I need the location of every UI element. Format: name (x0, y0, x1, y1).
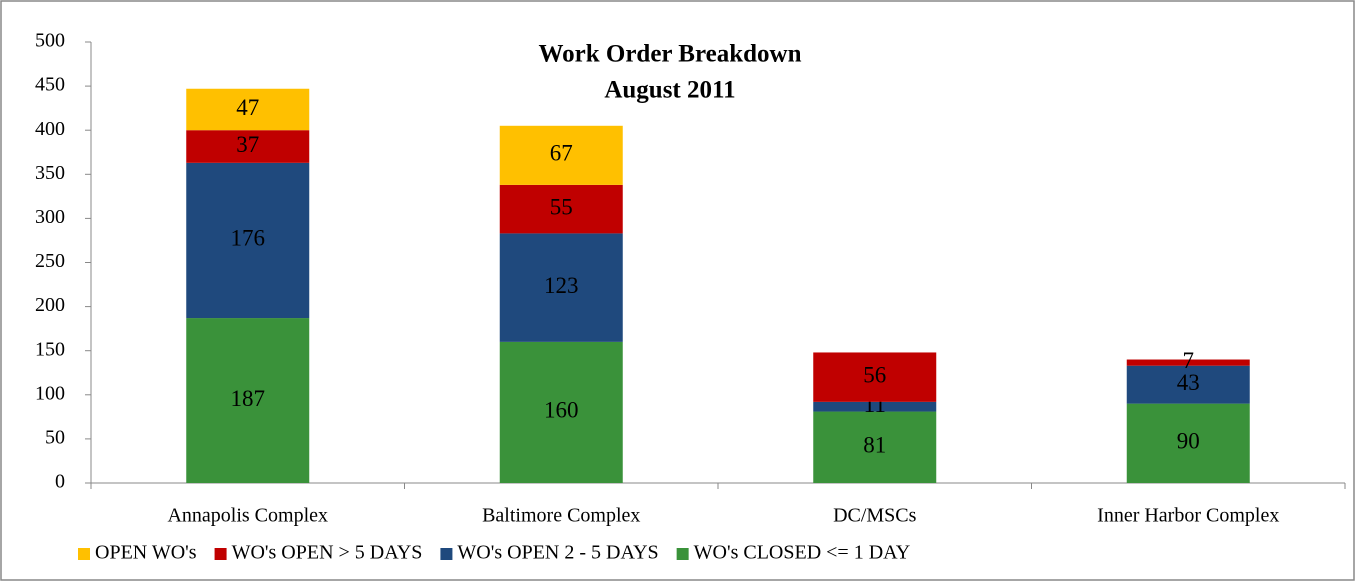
y-tick-label: 300 (35, 206, 65, 228)
y-tick-label: 350 (35, 162, 65, 184)
bar-segment (186, 162, 310, 319)
y-tick-label: 200 (35, 294, 65, 316)
y-tick-label: 400 (35, 118, 65, 140)
bar-segment (499, 125, 623, 185)
x-tick-label: DC/MSCs (833, 505, 917, 527)
legend-swatch (676, 548, 689, 560)
y-tick-label: 250 (35, 250, 65, 272)
x-tick-label: Annapolis Complex (167, 505, 328, 527)
data-label: 187 (231, 386, 266, 411)
bar-segment (1126, 403, 1250, 483)
bar-segment (813, 411, 937, 483)
legend-label: WO's OPEN > 5 DAYS (232, 542, 423, 564)
bar-segment (186, 88, 310, 131)
y-tick-label: 150 (35, 338, 65, 360)
data-label: 37 (236, 132, 259, 157)
data-label: 123 (544, 273, 579, 298)
y-tick-label: 500 (35, 30, 65, 52)
bar-segment (499, 184, 623, 234)
y-tick-label: 0 (55, 471, 65, 493)
x-tick-label: Inner Harbor Complex (1097, 505, 1279, 527)
legend-label: WO's OPEN 2 - 5 DAYS (457, 542, 658, 564)
bar-segment (813, 352, 937, 402)
chart-subtitle: August 2011 (604, 77, 735, 104)
bar-segment (186, 130, 310, 163)
data-label: 90 (1177, 429, 1200, 454)
data-label: 55 (550, 194, 573, 219)
bar-segment (499, 341, 623, 483)
legend-swatch (214, 548, 227, 560)
data-label: 7 (1183, 348, 1195, 373)
data-label: 67 (550, 141, 573, 166)
bar-segment (1126, 365, 1250, 404)
bar-segment (186, 318, 310, 483)
y-tick-label: 100 (35, 382, 65, 404)
data-label: 176 (231, 226, 266, 251)
data-label: 160 (544, 398, 579, 423)
bar-segment (813, 401, 937, 412)
data-label: 47 (236, 95, 259, 120)
bar-segment (1126, 359, 1250, 366)
legend-label: OPEN WO's (95, 542, 197, 564)
data-label: 56 (863, 362, 886, 387)
data-label: 81 (863, 433, 886, 458)
y-tick-label: 450 (35, 74, 65, 96)
data-label: 43 (1177, 370, 1200, 395)
chart-title: Work Order Breakdown (539, 41, 802, 68)
legend-swatch (440, 548, 453, 560)
bar-segment (499, 233, 623, 342)
x-tick-label: Baltimore Complex (482, 505, 640, 527)
legend-label: WO's CLOSED <= 1 DAY (694, 542, 911, 564)
y-tick-label: 50 (45, 426, 65, 448)
legend-swatch (78, 548, 90, 560)
